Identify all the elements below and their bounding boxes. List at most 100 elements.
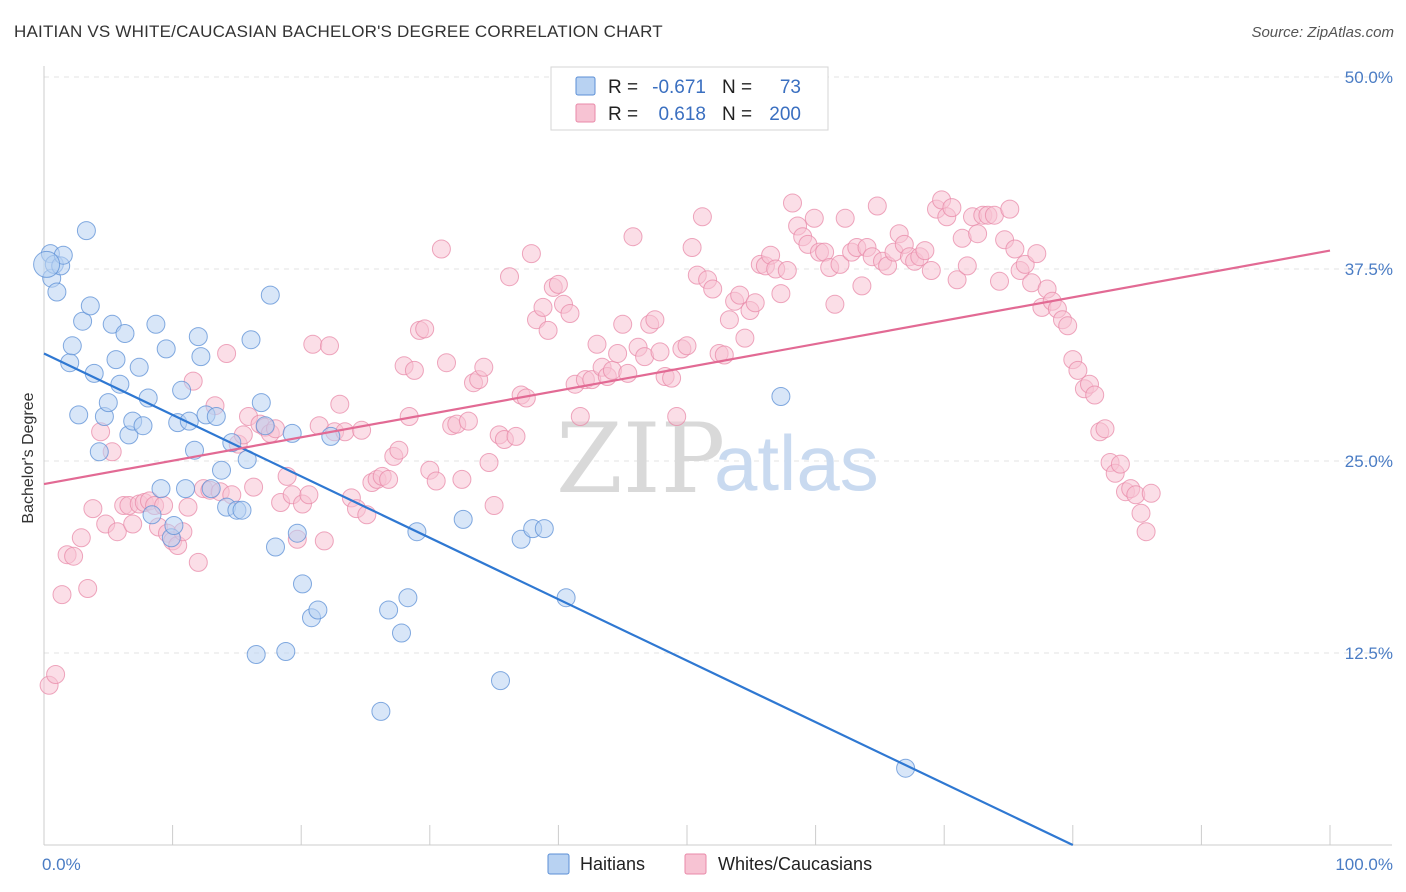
watermark-atlas: atlas [714,419,879,507]
bottom-legend-label-whites: Whites/Caucasians [718,854,872,874]
whites-point [623,227,643,247]
haitians-point [201,479,221,499]
haitians-point [133,416,153,436]
haitians-point [151,479,171,499]
haitians-point [62,336,82,356]
haitians-point [102,314,122,334]
whites-point [431,239,451,259]
whites-point [314,531,334,551]
whites-point [570,407,590,426]
whites-point [299,485,319,505]
whites-point [560,304,580,323]
y-axis-label: Bachelor's Degree [20,392,37,523]
whites-trend-line [43,249,1331,486]
legend: R = -0.671 N = 73 R = 0.618 N = 200 [550,66,829,131]
y-tick-label: 37.5% [1345,260,1393,279]
whites-point [915,241,935,261]
whites-point [500,267,519,287]
whites-point [947,270,967,290]
haitians-point [98,393,118,413]
whites-point [1110,454,1130,474]
haitians-point [379,600,399,620]
haitians-point [491,671,510,691]
haitians-point [276,642,296,661]
haitians-point-large [33,250,61,278]
haitians-point [73,311,93,331]
haitians-point [453,509,473,529]
whites-point [52,585,72,605]
haitians-point [176,479,195,499]
series-haitians [33,221,916,778]
whites-point [692,207,712,227]
legend-r-label-haitians: R = [608,77,638,98]
whites-point [1095,419,1115,439]
whites-point [608,344,628,363]
whites-point [521,244,541,264]
whites-point [703,279,723,299]
haitians-point [266,537,285,557]
whites-point [379,469,399,489]
whites-point [452,469,472,489]
whites-point [484,496,504,515]
whites-point [613,314,633,334]
whites-point [352,420,372,440]
legend-r-value-whites: 0.618 [658,104,706,125]
haitians-point [251,393,271,413]
legend-n-label-haitians: N = [722,77,752,98]
x-tick-label-min: 0.0% [42,855,81,874]
whites-point [783,193,802,213]
haitians-point [47,282,67,302]
whites-point [64,546,84,566]
chart-title: HAITIAN VS WHITE/CAUCASIAN BACHELOR'S DE… [14,22,663,41]
haitians-point [392,623,411,643]
haitians-point [129,357,149,377]
y-tick-labels: 12.5% 25.0% 37.5% 50.0% [1345,68,1393,663]
y-tick-label: 12.5% [1345,644,1393,663]
legend-swatch-haitians [575,76,596,96]
whites-point [1136,522,1156,542]
bottom-legend-swatch-whites [684,853,707,875]
haitians-point [260,285,280,305]
whites-point [46,665,66,684]
whites-point [1085,385,1105,405]
whites-point [244,477,264,497]
whites-point [426,471,446,491]
whites-point [957,256,977,276]
whites-point [1027,244,1047,264]
x-tick-label-max: 100.0% [1335,855,1393,874]
chart-source: Source: ZipAtlas.com [1251,24,1394,41]
haitians-point [142,505,162,525]
whites-point [78,579,98,598]
whites-point [83,499,103,519]
haitians-point [156,339,176,359]
whites-point [437,353,456,373]
whites-point [682,238,702,257]
whites-point [825,294,845,314]
whites-point [602,360,622,380]
whites-point [990,271,1009,291]
whites-point [1058,316,1078,336]
bottom-legend-label-haitians: Haitians [580,854,645,874]
haitians-point [76,221,96,241]
whites-point [830,254,850,274]
haitians-point [287,523,307,543]
haitians-point [398,588,418,608]
whites-point [1131,503,1151,523]
whites-point [667,407,687,426]
legend-r-value-haitians: -0.671 [652,77,706,98]
haitians-point [185,440,204,460]
whites-point [71,528,91,548]
haitians-point [115,324,135,343]
haitians-point [293,574,312,594]
x-tick-labels: 0.0% 100.0% [42,855,1393,874]
whites-point [1000,199,1020,219]
haitians-point [206,407,226,426]
whites-point [730,285,750,305]
bottom-legend: Haitians Whites/Caucasians [547,853,872,875]
haitians-point [80,296,100,316]
haitians-point [232,500,252,520]
whites-point [320,336,339,356]
whites-point [867,196,887,216]
haitians-point [308,600,328,620]
haitians-point [106,350,126,370]
